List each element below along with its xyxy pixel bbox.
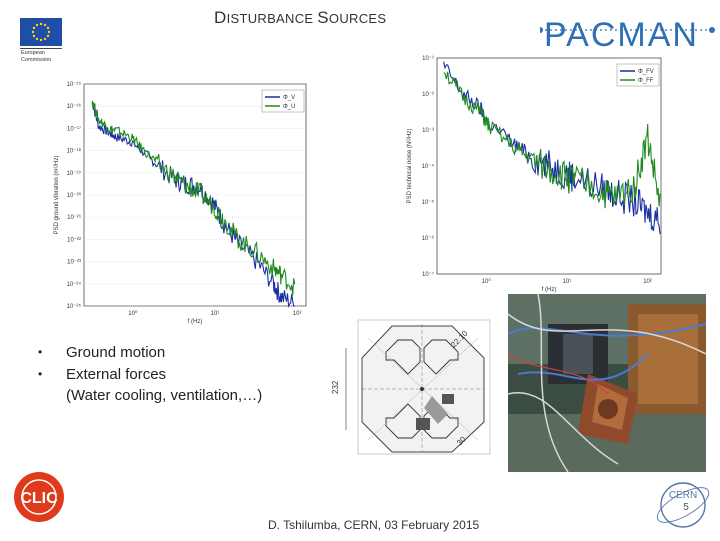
clic-logo: CLIC <box>12 470 66 524</box>
eu-logo-line1: European <box>21 50 45 56</box>
y-tick-label: 10⁻⁷ <box>422 271 434 278</box>
y-tick-label: 10⁻¹⁵ <box>67 81 82 88</box>
bullet-text-external-forces: External forces <box>66 365 167 383</box>
technical-noise-chart: 10⁻¹ 10⁻² 10⁻³ 10⁻⁴ 10⁻⁵ 10⁻⁶ 10⁻⁷ 10⁰ 10¹ 10² f (… <box>407 56 662 293</box>
legend-label: Φ_U <box>283 104 295 110</box>
x-tick-label: 10² <box>293 311 302 317</box>
x-axis-label: f (Hz) <box>542 287 557 293</box>
x-axis-label: f (Hz) <box>188 319 203 325</box>
x-tick-label: 10¹ <box>563 279 572 285</box>
footer-text: D. Tshilumba, CERN, 03 February 2015 <box>268 518 480 532</box>
slide-title: DISTURBANCE SOURCES <box>214 8 386 28</box>
eu-logo-line2: Commission <box>21 56 52 63</box>
y-tick-label: 10⁻³ <box>422 128 434 134</box>
eu-logo-rule <box>20 48 62 49</box>
title-initial-2: S <box>317 8 329 27</box>
bullet-list: • Ground motion • External forces (Water c… <box>38 342 262 407</box>
y-tick-label: 10⁻⁵ <box>422 199 435 206</box>
y-tick-label: 10⁻⁴ <box>422 163 435 170</box>
y-tick-label: 10⁻² <box>422 92 434 98</box>
title-initial-1: D <box>214 8 227 27</box>
series-line-u <box>443 71 661 209</box>
x-tick-label: 10¹ <box>211 311 220 317</box>
y-tick-label: 10⁻⁶ <box>422 235 435 242</box>
pacman-logo: PACMAN <box>537 0 720 60</box>
legend-label: Φ_FV <box>638 69 654 75</box>
eu-logo-text: European Commission <box>21 50 71 63</box>
title-rest-1: ISTURBANCE <box>226 11 318 26</box>
y-tick-label: 10⁻¹⁸ <box>67 148 82 155</box>
cern-logo-text: CERN <box>669 490 697 501</box>
bullet-continuation: (Water cooling, ventilation,…) <box>66 387 263 404</box>
clic-logo-text: CLIC <box>20 490 58 507</box>
y-axis-label: PSD ground vibration (m²/Hz) <box>54 156 60 235</box>
y-tick-label: 10⁻²⁵ <box>67 303 82 310</box>
quadrupole-cross-section-drawing: 232 22.10 30 <box>328 318 492 458</box>
y-tick-label: 10⁻²² <box>67 237 81 243</box>
test-setup-photo <box>508 294 706 472</box>
y-axis-label: PSD technical noise (N²/Hz) <box>407 129 413 204</box>
y-tick-label: 10⁻²⁰ <box>67 192 82 199</box>
y-tick-label: 10⁻²⁴ <box>67 281 82 288</box>
legend-label: Φ_V <box>283 95 295 101</box>
legend-label: Φ_FF <box>638 78 654 84</box>
y-tick-label: 10⁻¹ <box>422 56 434 62</box>
y-tick-label: 10⁻²³ <box>67 260 81 266</box>
bullet-text-ground-motion: Ground motion <box>66 344 166 361</box>
y-tick-label: 10⁻¹⁹ <box>67 170 82 177</box>
ground-vibration-chart: 10⁻¹⁵ 10⁻¹⁶ 10⁻¹⁷ 10⁻¹⁸ 10⁻¹⁹ 10⁻²⁰ 10⁻²¹ 10⁻²²… <box>54 81 307 325</box>
bullet-item: • Ground motion <box>38 342 262 364</box>
series-line-u <box>91 99 296 296</box>
y-tick-label: 10⁻¹⁷ <box>67 125 81 132</box>
series-line-v <box>443 61 661 235</box>
bullet-item: • External forces <box>38 364 262 386</box>
title-rest-2: OURCES <box>328 11 387 26</box>
y-tick-label: 10⁻¹⁶ <box>67 103 82 110</box>
dim-vertical-label: 232 <box>331 380 340 394</box>
page-number: 5 <box>683 502 689 513</box>
eu-flag-logo <box>20 18 62 46</box>
cern-logo: CERN <box>652 474 714 536</box>
x-tick-label: 10² <box>643 279 652 285</box>
pacman-logo-text: PACMAN <box>544 16 699 54</box>
x-tick-label: 10⁰ <box>482 278 492 285</box>
x-tick-label: 10⁰ <box>128 310 138 317</box>
y-tick-label: 10⁻²¹ <box>67 215 81 221</box>
eu-stars-icon <box>31 22 51 42</box>
